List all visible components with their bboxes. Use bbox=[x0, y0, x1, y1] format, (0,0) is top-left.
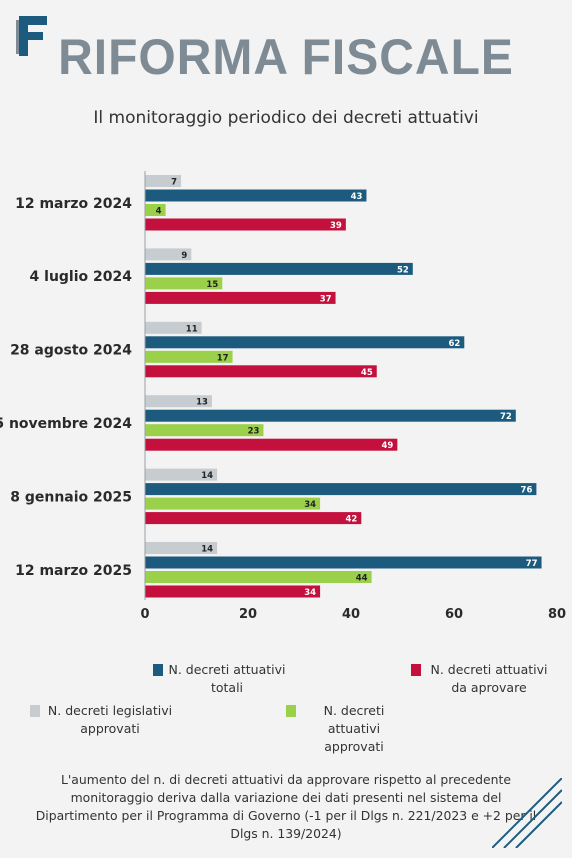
data-label-3-5: 34 bbox=[304, 588, 316, 598]
bar-1-3 bbox=[145, 409, 516, 422]
bar-0-2 bbox=[145, 321, 202, 334]
bar-3-2 bbox=[145, 365, 377, 378]
x-tick-label: 0 bbox=[140, 607, 149, 622]
category-label: 28 agosto 2024 bbox=[10, 343, 132, 359]
bar-3-4 bbox=[145, 512, 362, 525]
data-label-1-3: 72 bbox=[500, 412, 512, 422]
category-label: 8 gennaio 2025 bbox=[10, 489, 132, 505]
bar-1-2 bbox=[145, 336, 465, 349]
page-subtitle: Il monitoraggio periodico dei decreti at… bbox=[93, 108, 479, 128]
data-label-2-4: 34 bbox=[304, 500, 316, 510]
bar-1-1 bbox=[145, 262, 413, 275]
data-label-3-2: 45 bbox=[361, 368, 373, 378]
category-label: 5 novembre 2024 bbox=[0, 416, 132, 432]
data-label-0-3: 13 bbox=[196, 398, 208, 408]
data-label-0-4: 14 bbox=[201, 471, 213, 481]
category-label: 4 luglio 2024 bbox=[30, 269, 133, 285]
footnote: L'aumento del n. di decreti attuativi da… bbox=[35, 772, 537, 841]
data-label-3-3: 49 bbox=[382, 441, 394, 451]
corner-decoration-icon bbox=[492, 778, 562, 848]
legend-label-da-approvare: N. decreti attuativi da aprovare bbox=[430, 662, 548, 695]
data-label-1-5: 77 bbox=[526, 559, 538, 569]
bar-0-0 bbox=[145, 175, 182, 187]
bar-0-5 bbox=[145, 542, 218, 554]
bar-2-1 bbox=[145, 277, 223, 290]
bar-3-1 bbox=[145, 291, 336, 304]
data-label-1-0: 43 bbox=[351, 192, 363, 202]
data-label-3-1: 37 bbox=[320, 294, 332, 304]
bar-0-4 bbox=[145, 468, 218, 481]
x-tick-label: 20 bbox=[239, 607, 257, 622]
data-label-1-2: 62 bbox=[448, 339, 460, 349]
bar-3-3 bbox=[145, 438, 398, 451]
legend-swatch-approvati bbox=[286, 705, 296, 717]
data-label-2-3: 23 bbox=[248, 427, 260, 437]
bar-2-3 bbox=[145, 424, 264, 437]
data-label-3-4: 42 bbox=[345, 515, 357, 525]
page-title: RIFORMA FISCALE bbox=[58, 29, 514, 86]
data-label-2-0: 4 bbox=[156, 207, 162, 217]
data-label-2-1: 15 bbox=[206, 280, 218, 290]
data-label-3-0: 39 bbox=[330, 221, 342, 231]
legend-swatch-totali bbox=[153, 664, 163, 676]
bar-2-0 bbox=[145, 204, 166, 216]
bar-1-4 bbox=[145, 483, 537, 496]
bar-2-2 bbox=[145, 350, 233, 363]
legend-swatch-legislativi bbox=[30, 705, 40, 717]
data-label-0-0: 7 bbox=[171, 178, 177, 188]
x-tick-label: 80 bbox=[548, 607, 566, 622]
data-label-0-2: 11 bbox=[186, 324, 198, 334]
bar-0-3 bbox=[145, 395, 212, 408]
bar-3-5 bbox=[145, 585, 321, 598]
data-label-2-2: 17 bbox=[217, 353, 229, 363]
data-label-0-1: 9 bbox=[181, 251, 187, 261]
data-label-2-5: 44 bbox=[356, 574, 368, 584]
bar-3-0 bbox=[145, 218, 346, 231]
logo-icon bbox=[16, 16, 47, 56]
legend-label-legislativi: N. decreti legislativi approvati bbox=[47, 703, 173, 736]
x-tick-label: 60 bbox=[445, 607, 463, 622]
legend-label-totali: N. decreti attuativi totali bbox=[168, 662, 286, 695]
x-tick-label: 40 bbox=[342, 607, 360, 622]
category-label: 12 marzo 2024 bbox=[15, 196, 132, 212]
bar-2-5 bbox=[145, 571, 372, 583]
bar-0-1 bbox=[145, 248, 192, 261]
bar-1-0 bbox=[145, 189, 367, 202]
legend-swatch-da-approvare bbox=[411, 664, 421, 676]
data-label-1-1: 52 bbox=[397, 265, 409, 275]
bar-1-5 bbox=[145, 556, 542, 569]
bar-2-4 bbox=[145, 497, 321, 510]
data-label-0-5: 14 bbox=[201, 545, 213, 555]
data-label-1-4: 76 bbox=[521, 486, 533, 496]
legend-label-approvati: N. decreti attuativi approvati bbox=[323, 703, 385, 754]
category-label: 12 marzo 2025 bbox=[15, 563, 132, 579]
